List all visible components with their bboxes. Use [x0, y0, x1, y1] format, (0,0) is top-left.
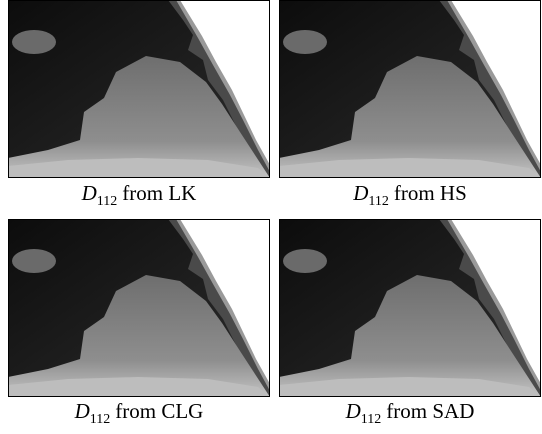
caption: D112 from HS [352, 181, 467, 209]
depth-map [8, 219, 270, 397]
depth-map [279, 219, 541, 397]
caption-symbol: D [74, 399, 90, 423]
caption-method: from HS [394, 181, 467, 205]
caption: D112 from CLG [74, 399, 204, 427]
depth-map [279, 0, 541, 178]
caption-symbol: D [345, 399, 361, 423]
caption-subscript: 112 [90, 412, 110, 427]
caption-method: from LK [122, 181, 196, 205]
caption: D112 from LK [81, 181, 197, 209]
figure: D112from LKD112from HSD112from CLGD112fr… [0, 0, 542, 429]
caption-subscript: 112 [368, 194, 388, 209]
caption: D112 from SAD [345, 399, 475, 427]
caption-subscript: 112 [97, 194, 117, 209]
caption-symbol: D [81, 181, 97, 205]
depth-map [8, 0, 270, 178]
caption-method: from SAD [386, 399, 474, 423]
caption-method: from CLG [115, 399, 203, 423]
caption-symbol: D [352, 181, 368, 205]
caption-subscript: 112 [361, 412, 381, 427]
